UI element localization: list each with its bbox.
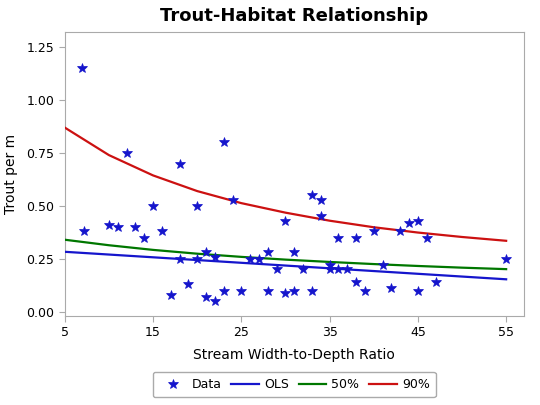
Line: Data: Data: [78, 64, 511, 306]
50%: [62, 237, 68, 242]
90%: [238, 201, 245, 206]
Data: [194, 256, 200, 261]
50%: [282, 257, 289, 262]
90%: [370, 225, 377, 230]
90%: [503, 239, 509, 243]
50%: [459, 265, 465, 270]
50%: [326, 260, 333, 264]
90%: [326, 218, 333, 223]
Line: 90%: 90%: [65, 128, 506, 241]
Data: [141, 235, 147, 240]
90%: [415, 230, 421, 235]
Data: [503, 256, 509, 261]
Data: [79, 66, 86, 71]
Data: [212, 298, 218, 303]
Title: Trout-Habitat Relationship: Trout-Habitat Relationship: [160, 7, 428, 25]
90%: [459, 234, 465, 239]
90%: [62, 125, 68, 130]
50%: [150, 247, 156, 252]
50%: [194, 251, 200, 256]
50%: [415, 264, 421, 269]
50%: [370, 262, 377, 266]
Y-axis label: Trout per m: Trout per m: [4, 134, 18, 214]
Line: 50%: 50%: [65, 240, 506, 269]
90%: [282, 210, 289, 215]
50%: [503, 267, 509, 272]
Legend: Data, OLS, 50%, 90%: Data, OLS, 50%, 90%: [153, 372, 436, 397]
Data: [433, 279, 439, 284]
Data: [406, 220, 413, 225]
X-axis label: Stream Width-to-Depth Ratio: Stream Width-to-Depth Ratio: [193, 347, 395, 362]
90%: [194, 189, 200, 194]
50%: [106, 243, 112, 248]
Data: [230, 197, 236, 202]
90%: [150, 173, 156, 178]
50%: [238, 254, 245, 259]
90%: [106, 153, 112, 158]
Data: [176, 161, 183, 166]
